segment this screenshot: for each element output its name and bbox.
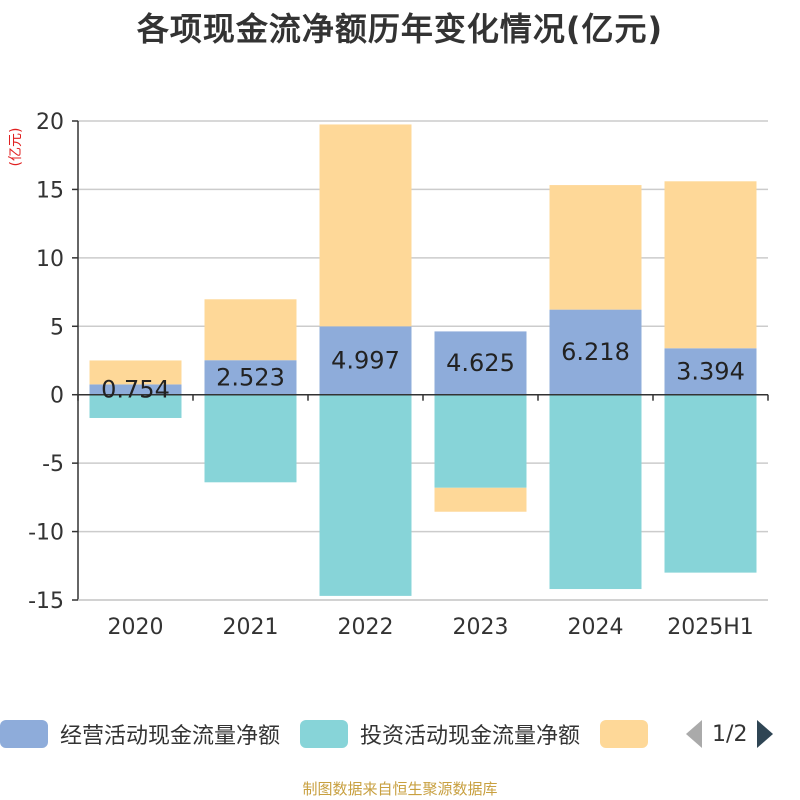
bar-2020-series-1 (89, 394, 182, 418)
bar-2024-series-0 (549, 309, 642, 395)
y-tick-label: 5 (50, 315, 64, 340)
legend-page-indicator: 1/2 (712, 721, 748, 747)
y-axis-label: (亿元) (8, 128, 24, 167)
bar-2021-series-1 (204, 394, 297, 483)
x-tick-label: 2020 (108, 615, 164, 640)
bar-2022-series-1 (319, 394, 412, 596)
bar-2021-series-2 (204, 299, 297, 361)
x-tick-label: 2023 (453, 615, 509, 640)
data-label: 0.754 (101, 376, 170, 404)
y-tick-label: -5 (42, 452, 64, 477)
data-label: 4.997 (331, 347, 400, 375)
legend-item-investing[interactable]: 投资活动现金流量净额 (300, 718, 580, 750)
legend-swatch-financing (600, 720, 649, 748)
data-label: 6.218 (561, 338, 630, 366)
x-tick-label: 2025H1 (667, 615, 754, 640)
legend-next-icon[interactable] (757, 720, 774, 748)
legend: 经营活动现金流量净额 投资活动现金流量净额 1/2 (0, 716, 774, 752)
y-tick-label: 10 (36, 247, 64, 272)
data-labels: 0.754 2.523 4.997 4.625 6.218 3.394 (101, 338, 745, 403)
x-tick-label: 2022 (338, 615, 394, 640)
bar-2025H1-series-0 (664, 348, 757, 395)
y-tick-label: 20 (36, 110, 64, 135)
bar-2023-series-0 (434, 331, 527, 395)
y-tick-label: -15 (28, 589, 64, 614)
legend-item-financing[interactable] (600, 720, 660, 748)
bar-2023-series-2 (434, 487, 527, 512)
legend-pager: 1/2 (686, 720, 774, 748)
bar-2020-series-0 (89, 384, 182, 395)
bar-2022-series-0 (319, 326, 412, 395)
x-tick-label: 2021 (223, 615, 279, 640)
legend-swatch-operating (0, 720, 48, 748)
axes: 20 15 10 5 0 -5 -10 -15 2020 2021 2022 2023 2024 2025… (28, 110, 769, 640)
bar-2025H1-series-2 (664, 181, 757, 349)
legend-item-operating[interactable]: 经营活动现金流量净额 (0, 718, 280, 750)
y-tick-label: 15 (36, 178, 64, 203)
bar-2020-series-2 (89, 360, 182, 385)
bar-2023-series-1 (434, 394, 527, 488)
legend-swatch-investing (300, 720, 349, 748)
legend-label-operating: 经营活动现金流量净额 (60, 724, 281, 749)
bar-2025H1-series-1 (664, 394, 757, 573)
y-tick-label: -10 (28, 521, 64, 546)
x-tick-label: 2024 (568, 615, 624, 640)
data-label: 4.625 (446, 349, 515, 377)
bar-2021-series-0 (204, 360, 297, 395)
data-label: 2.523 (216, 363, 285, 391)
y-tick-label: 0 (50, 384, 64, 409)
bar-series (89, 124, 757, 596)
chart-title: 各项现金流净额历年变化情况(亿元) (136, 10, 664, 48)
legend-label-investing: 投资活动现金流量净额 (360, 724, 581, 749)
data-label: 3.394 (676, 357, 745, 385)
bar-2022-series-2 (319, 124, 412, 327)
source-note: 制图数据来自恒生聚源数据库 (302, 780, 498, 798)
legend-prev-icon[interactable] (686, 720, 703, 748)
bar-2024-series-2 (549, 185, 642, 310)
bar-2024-series-1 (549, 394, 642, 590)
